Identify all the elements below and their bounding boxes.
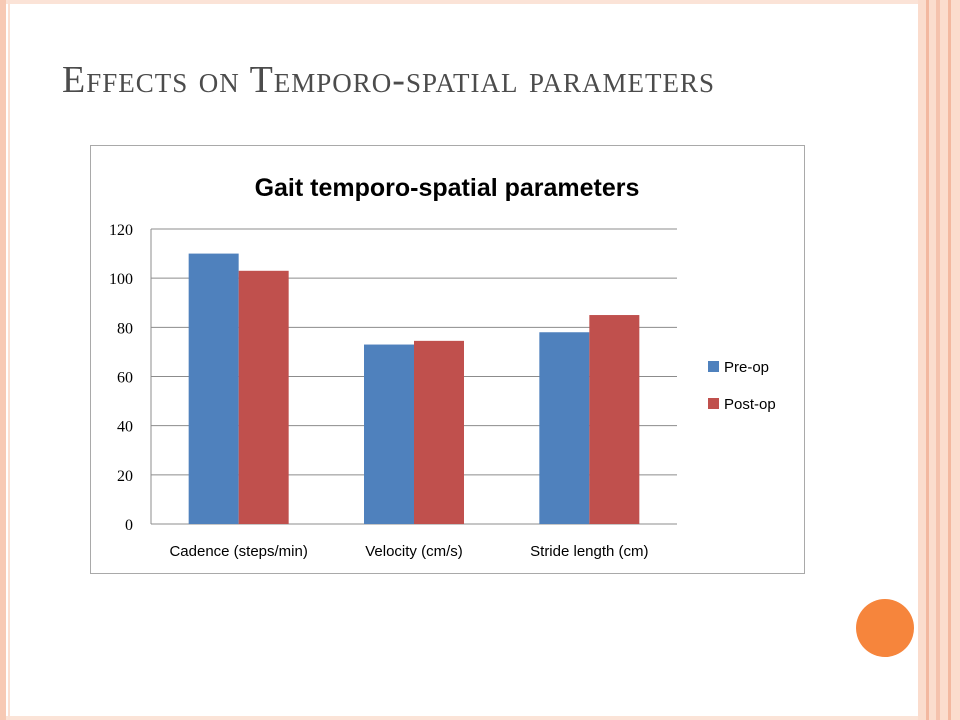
right-band-stripe — [926, 0, 929, 720]
x-category-label: Cadence (steps/min) — [169, 543, 307, 560]
y-tick-label: 20 — [117, 468, 133, 485]
legend-swatch — [708, 398, 719, 409]
legend-label: Pre-op — [724, 359, 769, 376]
legend-swatch — [708, 361, 719, 372]
y-tick-label: 120 — [109, 222, 133, 239]
y-tick-label: 40 — [117, 419, 133, 436]
bar-post-op — [414, 340, 464, 524]
right-band-stripe — [936, 0, 940, 720]
chart-title: Gait temporo-spatial parameters — [255, 174, 640, 202]
y-tick-label: 0 — [125, 517, 133, 534]
slide-left-edge — [0, 0, 6, 720]
chart-frame: Gait temporo-spatial parameters 0 20 40 60 80… — [90, 145, 805, 574]
bar-post-op — [589, 315, 640, 524]
orange-accent-circle — [856, 599, 914, 657]
y-tick-label: 80 — [117, 320, 133, 337]
y-tick-label: 60 — [117, 370, 133, 387]
bar-pre-op — [188, 253, 239, 524]
bar-pre-op — [364, 344, 414, 524]
slide-title: Effects on Temporo-spatial parameters — [62, 59, 716, 101]
legend-label: Post-op — [724, 396, 776, 413]
right-band-stripe — [948, 0, 951, 720]
slide-right-border-band — [918, 0, 960, 720]
bar-chart: Gait temporo-spatial parameters 0 20 40 60 80… — [109, 174, 776, 560]
slide-bottom-edge — [0, 716, 960, 720]
x-category-label: Velocity (cm/s) — [365, 543, 463, 560]
slide-top-edge — [0, 0, 960, 4]
x-category-label: Stride length (cm) — [530, 543, 648, 560]
bar-post-op — [238, 270, 289, 524]
y-tick-label: 100 — [109, 271, 133, 288]
slide-left-edge-inner — [8, 0, 10, 720]
bar-pre-op — [539, 332, 590, 524]
